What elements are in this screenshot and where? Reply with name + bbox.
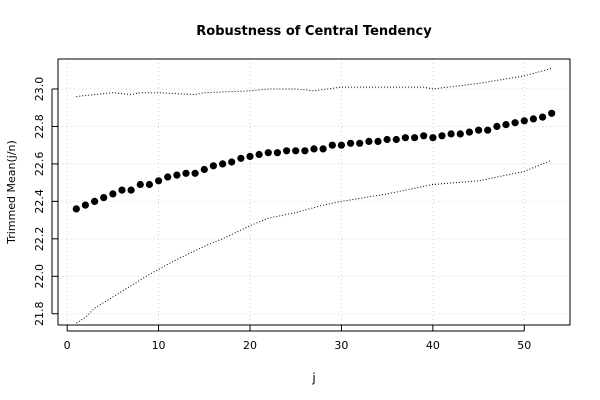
data-point [529, 115, 538, 123]
data-point [429, 134, 437, 142]
x-tick-label: 50 [517, 339, 531, 352]
data-point [145, 180, 153, 189]
data-point [502, 121, 510, 129]
data-point [539, 113, 547, 121]
data-point [301, 147, 309, 155]
data-point [475, 126, 483, 134]
y-tick-label: 21.8 [33, 302, 46, 327]
data-point [420, 132, 428, 140]
data-point [155, 177, 163, 185]
data-point [383, 135, 391, 144]
grid [58, 59, 570, 325]
data-point [337, 141, 345, 149]
y-tick-label: 23.0 [33, 77, 46, 102]
x-tick-label: 0 [64, 339, 71, 352]
x-tick-label: 40 [426, 339, 440, 352]
data-point [127, 186, 135, 194]
data-point [164, 173, 172, 181]
data-point [319, 145, 327, 153]
data-point [246, 152, 254, 160]
x-tick-label: 30 [334, 339, 348, 352]
data-point [456, 130, 464, 138]
data-point [264, 149, 272, 157]
data-point [548, 109, 556, 117]
data-point [411, 134, 419, 142]
data-point [72, 205, 80, 213]
data-point [511, 119, 519, 127]
data-point [173, 171, 181, 179]
data-point [118, 186, 126, 194]
y-tick-label: 22.0 [33, 264, 46, 289]
y-tick-label: 22.8 [33, 114, 46, 138]
data-point [520, 117, 528, 125]
data-point [365, 137, 373, 145]
data-point [209, 162, 217, 170]
data-point [191, 169, 199, 177]
data-point [237, 154, 245, 162]
lower-bound-line [76, 159, 552, 324]
chart-title: Robustness of Central Tendency [196, 24, 432, 39]
data-point [219, 160, 227, 168]
data-point [182, 169, 190, 177]
x-axis: 0 10 20 30 40 50 [64, 325, 531, 352]
data-point [493, 122, 501, 130]
y-tick-label: 22.4 [33, 189, 46, 214]
trimmed-mean-points [72, 109, 556, 213]
data-point [438, 132, 446, 140]
data-point [401, 134, 409, 142]
data-point [328, 141, 336, 149]
data-point [356, 139, 364, 147]
data-point [392, 135, 400, 144]
data-point [228, 158, 236, 166]
data-point [347, 139, 355, 147]
data-point [81, 201, 89, 209]
data-point [310, 145, 318, 153]
data-point [484, 126, 492, 134]
data-point [273, 149, 281, 157]
data-point [255, 150, 263, 159]
data-point [283, 147, 291, 155]
data-point [91, 197, 99, 205]
x-tick-label: 20 [243, 339, 257, 352]
data-point [374, 137, 382, 145]
data-point [447, 130, 455, 138]
confidence-bounds [76, 67, 552, 324]
data-point [465, 128, 473, 136]
data-point [292, 147, 300, 155]
plot-area-border [57, 58, 571, 326]
y-axis: 21.8 22.0 22.2 22.4 22.6 22.8 23.0 [33, 77, 58, 326]
x-tick-label: 10 [152, 339, 166, 352]
data-point [109, 190, 117, 198]
data-point [136, 180, 144, 189]
x-axis-label: j [311, 371, 315, 385]
upper-bound-line [76, 67, 552, 97]
y-axis-label: Trimmed Mean(j/n) [5, 140, 18, 245]
data-point [100, 194, 108, 202]
y-tick-label: 22.6 [33, 152, 46, 177]
y-tick-label: 22.2 [33, 227, 46, 252]
data-point [200, 165, 208, 174]
